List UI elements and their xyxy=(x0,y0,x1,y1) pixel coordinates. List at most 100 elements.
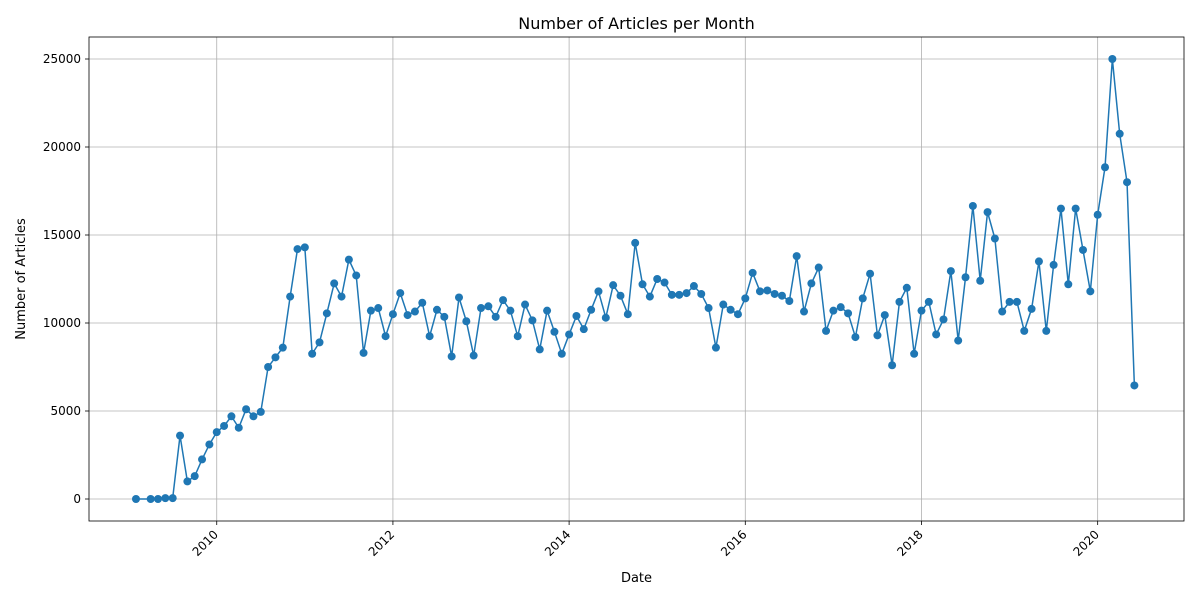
data-point xyxy=(763,286,772,295)
data-point xyxy=(1027,304,1036,313)
data-point xyxy=(410,307,419,316)
data-point xyxy=(440,312,449,321)
x-axis-label: Date xyxy=(621,571,652,586)
y-tick-label: 0 xyxy=(73,492,81,506)
data-point xyxy=(506,306,515,315)
data-point xyxy=(748,268,757,277)
data-point xyxy=(704,304,713,313)
data-point xyxy=(565,330,574,339)
data-point xyxy=(829,306,838,315)
data-point xyxy=(352,271,361,280)
data-point xyxy=(557,349,566,358)
data-point xyxy=(300,243,309,252)
data-point xyxy=(675,290,684,299)
data-point xyxy=(785,297,794,305)
data-point xyxy=(131,495,140,503)
data-point xyxy=(1071,204,1080,213)
data-point xyxy=(330,279,339,288)
data-point xyxy=(653,275,662,283)
data-point xyxy=(1115,129,1124,138)
data-point xyxy=(425,332,434,341)
data-point xyxy=(660,278,669,287)
data-point xyxy=(205,440,214,449)
gridlines xyxy=(89,37,1184,521)
data-point xyxy=(755,287,764,296)
data-point xyxy=(836,303,845,312)
data-point xyxy=(264,363,273,371)
data-point xyxy=(242,405,251,414)
data-point xyxy=(477,304,486,313)
series-group xyxy=(131,55,1139,503)
data-point xyxy=(689,282,698,291)
data-point xyxy=(249,412,258,421)
x-tick-label: 2020 xyxy=(1071,527,1102,558)
data-point xyxy=(293,245,302,254)
data-point xyxy=(315,338,324,347)
data-point xyxy=(601,313,610,322)
data-point xyxy=(572,311,581,320)
data-point xyxy=(726,305,735,314)
data-point xyxy=(432,305,441,314)
data-point xyxy=(183,477,192,486)
data-point xyxy=(946,267,955,276)
data-point xyxy=(227,412,236,421)
x-tick-label: 2010 xyxy=(190,527,221,558)
data-point xyxy=(308,349,317,358)
data-point xyxy=(535,345,544,354)
data-point xyxy=(719,300,728,309)
data-point xyxy=(234,423,243,432)
data-point xyxy=(146,495,155,503)
data-point xyxy=(256,407,265,416)
data-point xyxy=(176,431,185,440)
data-point xyxy=(1012,297,1021,306)
data-point xyxy=(880,311,889,320)
data-point xyxy=(278,343,287,352)
y-tick-label: 5000 xyxy=(50,404,81,418)
data-point xyxy=(609,281,618,290)
data-point xyxy=(594,287,603,296)
data-point xyxy=(1034,257,1043,266)
data-point xyxy=(513,332,522,341)
data-point xyxy=(1086,287,1095,296)
data-point xyxy=(866,269,875,278)
data-point xyxy=(1064,280,1073,289)
chart-title: Number of Articles per Month xyxy=(518,14,754,33)
data-point xyxy=(491,312,500,321)
data-point xyxy=(403,311,412,320)
data-point xyxy=(359,348,368,357)
data-point xyxy=(366,306,375,315)
data-point xyxy=(220,421,229,430)
data-point xyxy=(1130,381,1139,390)
series-line xyxy=(135,58,1136,500)
data-point xyxy=(499,296,508,305)
data-point xyxy=(792,252,801,261)
data-point xyxy=(873,331,882,340)
data-point xyxy=(961,273,970,282)
y-tick-label: 25000 xyxy=(43,52,81,66)
data-point xyxy=(998,307,1007,316)
data-point xyxy=(1108,55,1117,63)
data-point xyxy=(190,472,199,481)
data-point xyxy=(168,494,177,503)
x-tick-label: 2014 xyxy=(542,527,573,558)
data-point xyxy=(212,428,221,437)
plot-frame xyxy=(88,36,1185,522)
y-tick-label: 15000 xyxy=(43,228,81,242)
data-point xyxy=(388,310,397,319)
data-point xyxy=(902,283,911,292)
data-point xyxy=(917,306,926,315)
data-point xyxy=(1078,245,1087,254)
data-point xyxy=(822,326,831,335)
data-point xyxy=(154,495,163,503)
data-point xyxy=(858,294,867,303)
data-point xyxy=(910,349,919,358)
data-point xyxy=(462,317,471,326)
data-point xyxy=(396,289,405,298)
data-point xyxy=(447,352,456,361)
data-point xyxy=(733,310,742,319)
data-point xyxy=(631,238,640,247)
data-point xyxy=(844,309,853,318)
data-point xyxy=(697,289,706,298)
axis-ticks: 2010 2012 2014 2016 2018 2020 0 5000 10000 15000 2… xyxy=(43,52,1102,559)
data-point xyxy=(616,291,625,300)
